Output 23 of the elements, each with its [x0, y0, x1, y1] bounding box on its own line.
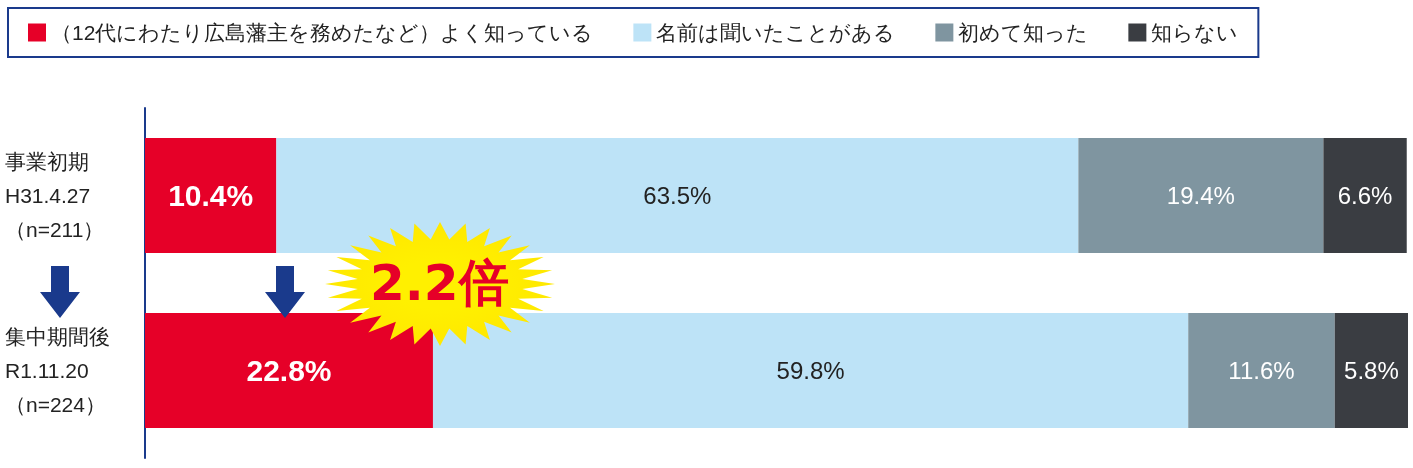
- data-label: 63.5%: [643, 182, 712, 209]
- legend-label: 初めて知った: [958, 21, 1089, 44]
- bar: [1334, 313, 1408, 428]
- bar: [432, 313, 1189, 428]
- data-label: 5.8%: [1344, 357, 1399, 384]
- data-label: 11.6%: [1228, 357, 1295, 384]
- data-label: 22.8%: [246, 354, 332, 387]
- y-tick-label: 集中期間後 R1.11.20 （n=224）: [5, 325, 110, 416]
- legend-label: 知らない: [1151, 21, 1239, 44]
- data-label: 59.8%: [776, 357, 845, 384]
- data-label: 10.4%: [168, 179, 254, 212]
- bar: [276, 138, 1079, 253]
- bar: [145, 138, 277, 253]
- y-tick-label: 事業初期 H31.4.27 （n=211）: [5, 150, 105, 241]
- bar: [145, 313, 433, 428]
- data-label: 6.6%: [1337, 182, 1393, 209]
- data-label: 19.4%: [1166, 182, 1235, 209]
- bar: [1323, 138, 1407, 253]
- legend-label: 名前は聞いたことがある: [656, 21, 896, 44]
- bar: [1078, 138, 1324, 253]
- legend-label: （12代にわたり広島藩主を務めたなど）よく知っている: [51, 21, 594, 44]
- bar: [1188, 313, 1335, 428]
- annotation: 2.2倍: [370, 254, 509, 312]
